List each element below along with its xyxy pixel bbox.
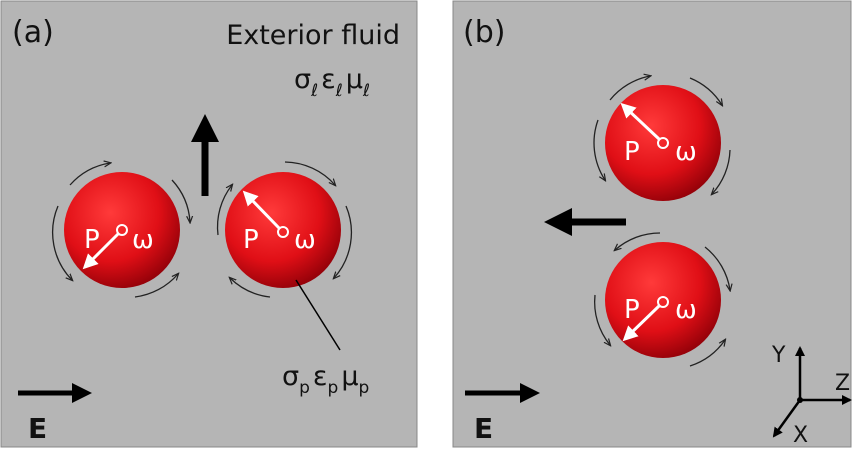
moment-label: P bbox=[243, 225, 259, 255]
axis-label: Z bbox=[835, 371, 850, 396]
panel-b bbox=[453, 1, 851, 447]
panel-label: (a) bbox=[12, 15, 54, 50]
field-label: E bbox=[474, 412, 493, 445]
rotation-label: ω bbox=[675, 137, 697, 167]
figure: (a) Exterior fluid σℓεℓμℓ P ω P ω σpεpμp… bbox=[0, 0, 852, 450]
rotation-label: ω bbox=[675, 295, 697, 325]
axis-label: Y bbox=[771, 343, 786, 368]
fluid-label: Exterior fluid bbox=[226, 20, 400, 51]
field-label: E bbox=[28, 412, 47, 445]
panel-label: (b) bbox=[463, 15, 505, 50]
moment-label: P bbox=[624, 137, 640, 167]
axis-label: X bbox=[793, 423, 808, 448]
rotation-label: ω bbox=[294, 225, 316, 255]
rotation-label: ω bbox=[132, 225, 154, 255]
moment-label: P bbox=[84, 225, 100, 255]
moment-label: P bbox=[624, 295, 640, 325]
